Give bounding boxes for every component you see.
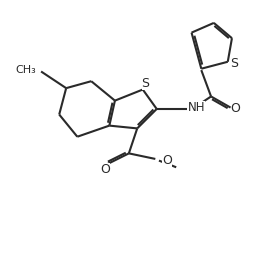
- Text: S: S: [230, 57, 238, 70]
- Text: NH: NH: [188, 101, 206, 114]
- Text: S: S: [142, 77, 150, 90]
- Text: CH₃: CH₃: [15, 65, 36, 75]
- Text: O: O: [162, 154, 172, 167]
- Text: O: O: [100, 163, 110, 176]
- Text: O: O: [231, 102, 241, 116]
